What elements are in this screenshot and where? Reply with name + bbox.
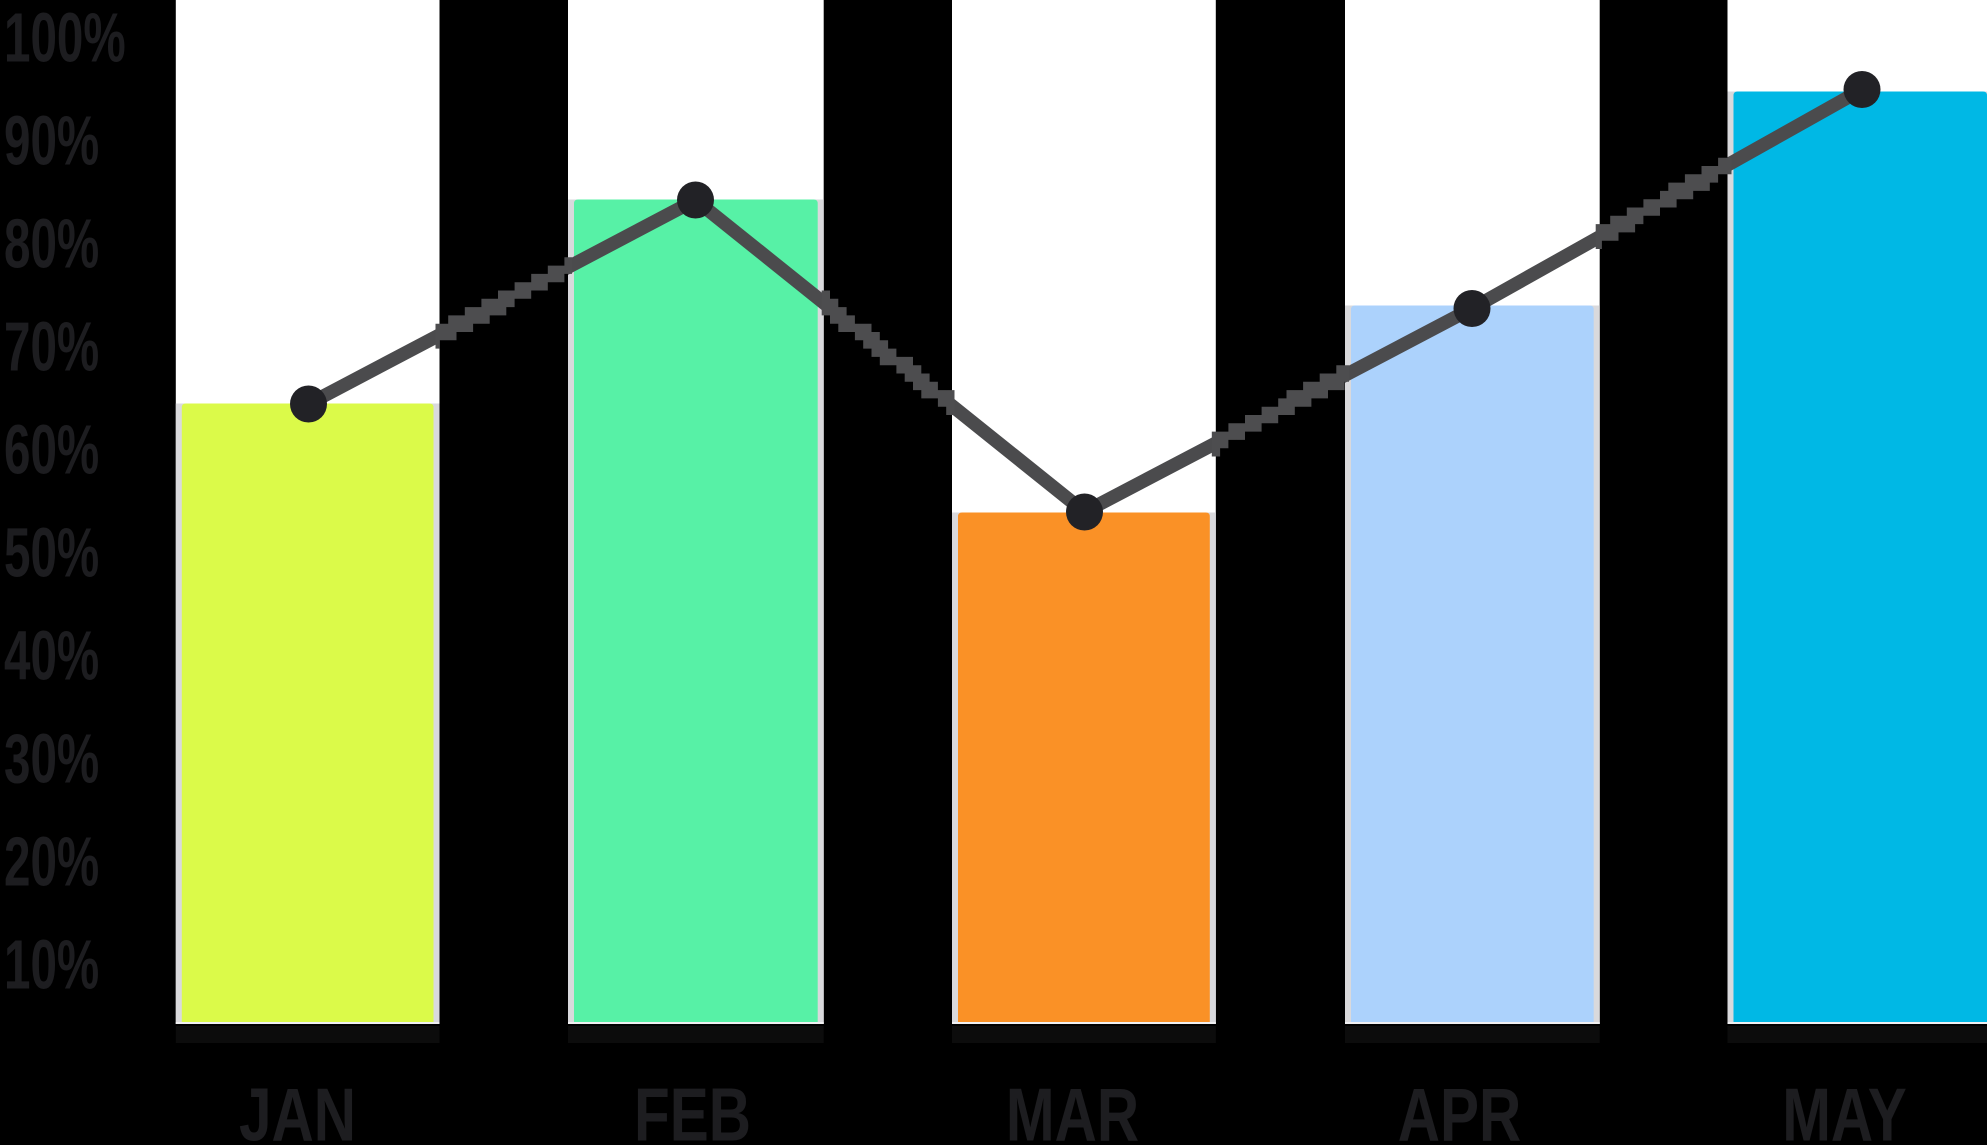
svg-text:MAY: MAY	[1782, 1074, 1907, 1145]
svg-text:FEB: FEB	[634, 1074, 751, 1145]
svg-text:20%: 20%	[4, 822, 99, 900]
svg-text:70%: 70%	[4, 307, 99, 385]
svg-text:50%: 50%	[4, 513, 99, 591]
svg-text:MAR: MAR	[1006, 1074, 1139, 1145]
svg-text:30%: 30%	[4, 719, 99, 797]
svg-text:60%: 60%	[4, 410, 99, 488]
svg-text:80%: 80%	[4, 204, 99, 282]
svg-text:100%: 100%	[4, 0, 126, 77]
svg-text:10%: 10%	[4, 925, 99, 1003]
svg-text:APR: APR	[1398, 1074, 1522, 1145]
svg-text:40%: 40%	[4, 616, 99, 694]
svg-text:JAN: JAN	[239, 1074, 356, 1145]
svg-text:90%: 90%	[4, 101, 99, 179]
